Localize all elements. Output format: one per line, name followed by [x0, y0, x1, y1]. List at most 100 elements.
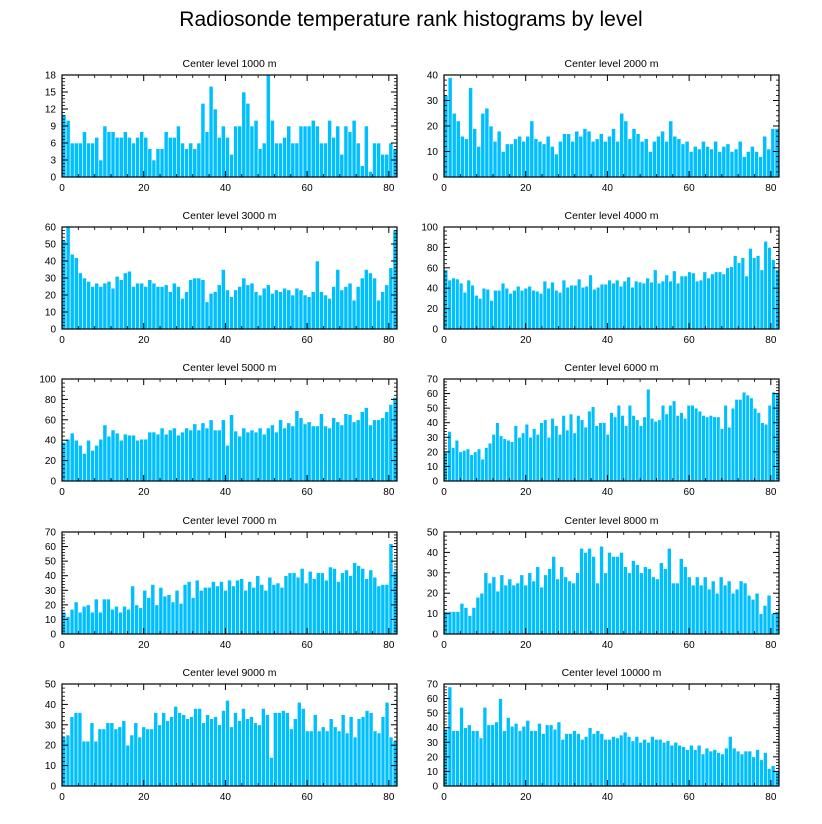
histogram-bar: [384, 702, 390, 787]
histogram-bar: [504, 143, 510, 178]
x-tick-label: 40: [602, 183, 614, 194]
histogram-bar: [700, 753, 706, 787]
histogram-bar: [376, 299, 381, 330]
histogram-bar: [197, 708, 202, 787]
histogram-bar: [90, 450, 95, 482]
panel-title: Center level 8000 m: [565, 515, 659, 527]
histogram-bar: [591, 556, 596, 635]
histogram-bar: [368, 569, 374, 635]
histogram-bar: [677, 744, 682, 787]
histogram-bar: [216, 284, 222, 330]
histogram-bar: [73, 142, 79, 178]
histogram-bar: [595, 582, 600, 635]
histogram-bar: [90, 286, 95, 330]
histogram-bar: [570, 141, 576, 178]
histogram-bar: [162, 595, 168, 635]
histogram-bar: [476, 146, 482, 178]
histogram-bar: [150, 584, 156, 635]
histogram-bar: [139, 282, 145, 330]
x-tick-label: 60: [684, 792, 696, 803]
histogram-bar: [702, 271, 707, 330]
histogram-bar: [229, 296, 234, 330]
histogram-bar: [278, 419, 283, 482]
histogram-bar: [713, 271, 719, 330]
panel-title: Center level 7000 m: [183, 515, 277, 527]
histogram-bar: [719, 428, 725, 482]
y-tick-label: 10: [427, 462, 439, 473]
histogram-bar: [544, 724, 550, 787]
histogram-bar: [283, 575, 289, 635]
histogram-panel: Center level 1000 m 0 20 40 60 80 0 3 6 9 12 15 18: [45, 58, 398, 194]
histogram-bar: [241, 91, 247, 178]
histogram-bar: [708, 750, 714, 787]
x-tick-label: 0: [59, 335, 65, 346]
histogram-bar: [188, 279, 194, 330]
x-tick-label: 80: [765, 487, 777, 498]
histogram-bar: [192, 148, 198, 178]
plot-frame: [61, 683, 398, 787]
histogram-bar: [660, 280, 666, 330]
histogram-bar: [157, 724, 163, 787]
histogram-bar: [364, 125, 369, 178]
y-tick-label: 0: [432, 173, 438, 184]
histogram-bar: [118, 137, 124, 178]
histogram-bar: [249, 716, 254, 787]
histogram-bar: [339, 424, 345, 482]
y-tick-label: 40: [427, 71, 439, 82]
histogram-bar: [69, 608, 75, 635]
histogram-bar: [281, 710, 286, 787]
histogram-bar: [746, 594, 752, 635]
histogram-bar: [231, 585, 236, 635]
histogram-bar: [708, 415, 714, 482]
x-tick-label: 0: [59, 183, 65, 194]
histogram-bar: [212, 108, 218, 178]
histogram-bar: [380, 291, 386, 330]
histogram-bar: [202, 587, 208, 635]
histogram-bar: [603, 572, 608, 635]
plot-frame: [443, 683, 780, 787]
y-tick-label: 30: [45, 586, 57, 597]
histogram-bar: [245, 284, 251, 330]
histogram-bar: [245, 431, 251, 482]
histogram-bar: [734, 399, 739, 482]
histogram-bar: [307, 571, 313, 635]
x-tick-label: 60: [302, 792, 314, 803]
histogram-bar: [155, 433, 161, 482]
histogram-bar: [159, 427, 165, 482]
panel-title: Center level 4000 m: [565, 210, 659, 222]
histogram-bar: [618, 285, 624, 330]
histogram-bar: [615, 556, 620, 635]
histogram-bar: [229, 414, 234, 482]
histogram-bar: [151, 431, 157, 482]
histogram-bar: [675, 282, 681, 330]
histogram-bar: [513, 425, 518, 482]
histogram-bar: [135, 439, 140, 482]
histogram-bar: [638, 741, 643, 787]
histogram-panel: Center level 2000 m 0 20 40 60 80 0 10 20 30 40: [427, 58, 780, 194]
x-tick-label: 0: [441, 487, 447, 498]
histogram-bar: [82, 277, 87, 330]
histogram-bar: [626, 276, 631, 330]
histogram-bar: [752, 407, 758, 482]
histogram-bar: [676, 138, 682, 178]
histogram-bar: [730, 407, 736, 482]
histogram-bar: [592, 288, 597, 330]
histogram-bar: [143, 438, 149, 482]
histogram-bar: [513, 723, 519, 787]
histogram-bar: [465, 448, 471, 482]
y-tick-label: 60: [45, 542, 57, 553]
histogram-bar: [158, 587, 164, 635]
histogram-bar: [176, 125, 181, 178]
histogram-bar: [139, 131, 145, 178]
histogram-bar: [697, 410, 702, 482]
histogram-bar: [603, 141, 608, 178]
histogram-bar: [302, 294, 308, 330]
histogram-bar: [767, 247, 772, 330]
histogram-bar: [211, 581, 216, 635]
histogram-bar: [143, 286, 149, 330]
histogram-bar: [194, 579, 200, 635]
histogram-bar: [459, 707, 464, 787]
histogram-bar: [310, 291, 316, 330]
y-tick-label: 30: [427, 96, 439, 107]
histogram-bar: [110, 429, 116, 482]
